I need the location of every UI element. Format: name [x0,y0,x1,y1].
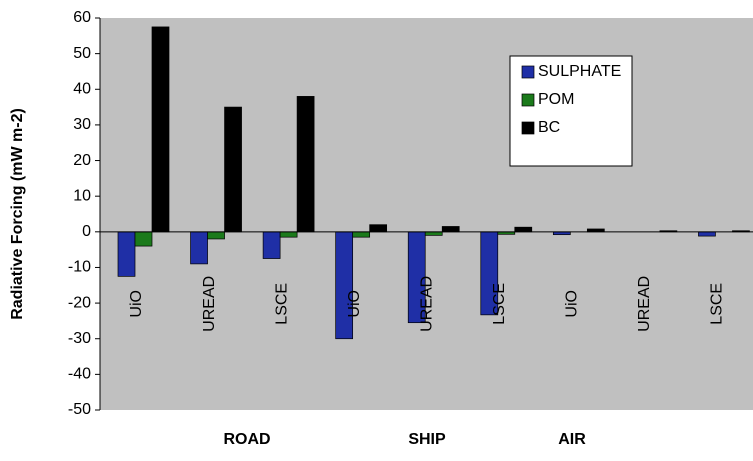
bar [117,231,136,277]
legend-label: SULPHATE [538,63,621,80]
x-tick-label: UiO [564,290,581,318]
legend: SULPHATE POM BC [509,55,633,167]
bar [224,106,242,233]
x-tick-label: UREAD [636,276,653,332]
bar [151,26,170,233]
bar [441,226,460,233]
y-tick-label: -30 [68,330,91,347]
group-label: AIR [558,431,586,448]
x-tick-label: UiO [346,290,363,318]
bar [190,231,208,265]
x-tick-label: LSCE [273,283,290,325]
legend-swatch [521,93,535,107]
bar [296,96,315,233]
group-label: SHIP [408,431,446,448]
plot-area [100,18,753,410]
legend-label: POM [538,91,574,108]
bar [424,231,443,236]
y-tick-label: 40 [73,80,91,97]
bar [369,224,388,233]
bar [698,231,716,237]
group-label: ROAD [223,431,270,448]
y-tick-label: 10 [73,187,91,204]
bar [352,231,371,238]
x-tick-label: UREAD [418,276,435,332]
bar [335,231,354,340]
x-tick-label: UREAD [201,276,218,332]
y-tick-label: 0 [82,223,91,240]
y-tick-label: 20 [73,152,91,169]
x-tick-label: LSCE [491,283,508,325]
y-tick-label: 30 [73,116,91,133]
y-tick-label: -20 [68,294,91,311]
legend-swatch [521,121,535,135]
y-tick-label: 50 [73,45,91,62]
y-tick-label: 60 [73,9,91,26]
bar [514,226,533,233]
bar [262,231,281,259]
bar [279,231,298,238]
legend-label: BC [538,119,560,136]
y-tick-label: -40 [68,366,91,383]
x-tick-label: UiO [128,290,145,318]
x-tick-label: LSCE [709,283,726,325]
y-tick-label: -50 [68,401,91,418]
y-axis-label: Radiative Forcing (mW m-2) [9,108,26,320]
y-tick-label: -10 [68,259,91,276]
legend-swatch [521,65,535,79]
bar [134,231,153,247]
bar [207,231,225,240]
